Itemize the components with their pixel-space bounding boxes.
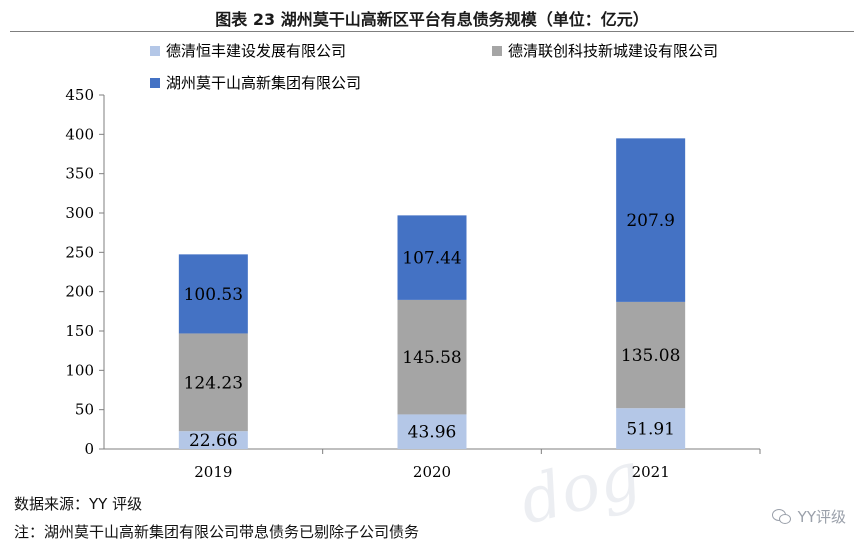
y-tick-label: 300	[65, 204, 94, 222]
y-tick-label: 400	[65, 125, 94, 143]
wechat-badge: YY评级	[771, 506, 846, 527]
data-label: 100.53	[184, 285, 243, 305]
bar-segment	[397, 215, 467, 300]
y-tick-label: 100	[65, 361, 94, 379]
data-label: 124.23	[184, 373, 243, 393]
data-label: 22.66	[189, 431, 238, 451]
bar-segment	[178, 333, 248, 432]
x-tick-label: 2021	[632, 463, 670, 481]
bar-segment	[178, 254, 248, 334]
bar-segment	[616, 408, 686, 449]
y-tick-label: 0	[84, 440, 94, 458]
data-label: 207.9	[626, 211, 675, 231]
legend-swatch	[150, 78, 160, 88]
y-tick-label: 350	[65, 165, 94, 183]
axes: 0 50 100 150 200 250 300 350 400 450 2019 2020 2021	[65, 86, 761, 481]
x-tick-label: 2020	[413, 463, 451, 481]
bar-segment	[397, 299, 467, 415]
legend-label: 德清联创科技新城建设有限公司	[508, 42, 718, 60]
y-tick-label: 200	[65, 283, 94, 301]
badge-label: YY评级	[797, 508, 846, 526]
bar-segment	[616, 138, 686, 302]
y-tick-label: 50	[75, 401, 94, 419]
wechat-icon	[771, 508, 792, 525]
data-label: 43.96	[408, 423, 457, 443]
data-label: 135.08	[621, 346, 680, 366]
bar-segment	[616, 301, 686, 409]
legend-swatch	[492, 46, 502, 56]
x-tick-label: 2019	[194, 463, 232, 481]
y-tick-label: 450	[65, 86, 94, 104]
stacked-bar-chart: 德清恒丰建设发展有限公司 德清联创科技新城建设有限公司湖州莫干山高新集团有限公司 …	[65, 42, 761, 481]
legend-swatch	[150, 46, 160, 56]
title-divider	[10, 31, 854, 32]
bars: 22.66 124.23 100.53 43.96 145.58 107.44 51.91 1…	[178, 138, 686, 451]
bar-segment	[397, 414, 467, 449]
y-tick-label: 250	[65, 243, 94, 261]
legend-label: 德清恒丰建设发展有限公司	[166, 42, 346, 60]
y-tick-label: 150	[65, 322, 94, 340]
chart-title: 图表 23 湖州莫干山高新区平台有息债务规模（单位：亿元）	[215, 10, 649, 29]
data-source: 数据来源：YY 评级	[14, 495, 143, 513]
footnote: 注：湖州莫干山高新集团有限公司带息债务已剔除子公司债务	[14, 523, 420, 541]
data-label: 107.44	[402, 249, 461, 269]
data-label: 51.91	[626, 420, 675, 440]
data-label: 145.58	[402, 348, 461, 368]
bar-segment	[178, 431, 248, 449]
legend-label: 湖州莫干山高新集团有限公司	[166, 74, 361, 92]
